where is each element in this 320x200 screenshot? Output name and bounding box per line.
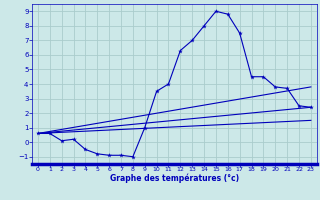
- X-axis label: Graphe des températures (°c): Graphe des températures (°c): [110, 174, 239, 183]
